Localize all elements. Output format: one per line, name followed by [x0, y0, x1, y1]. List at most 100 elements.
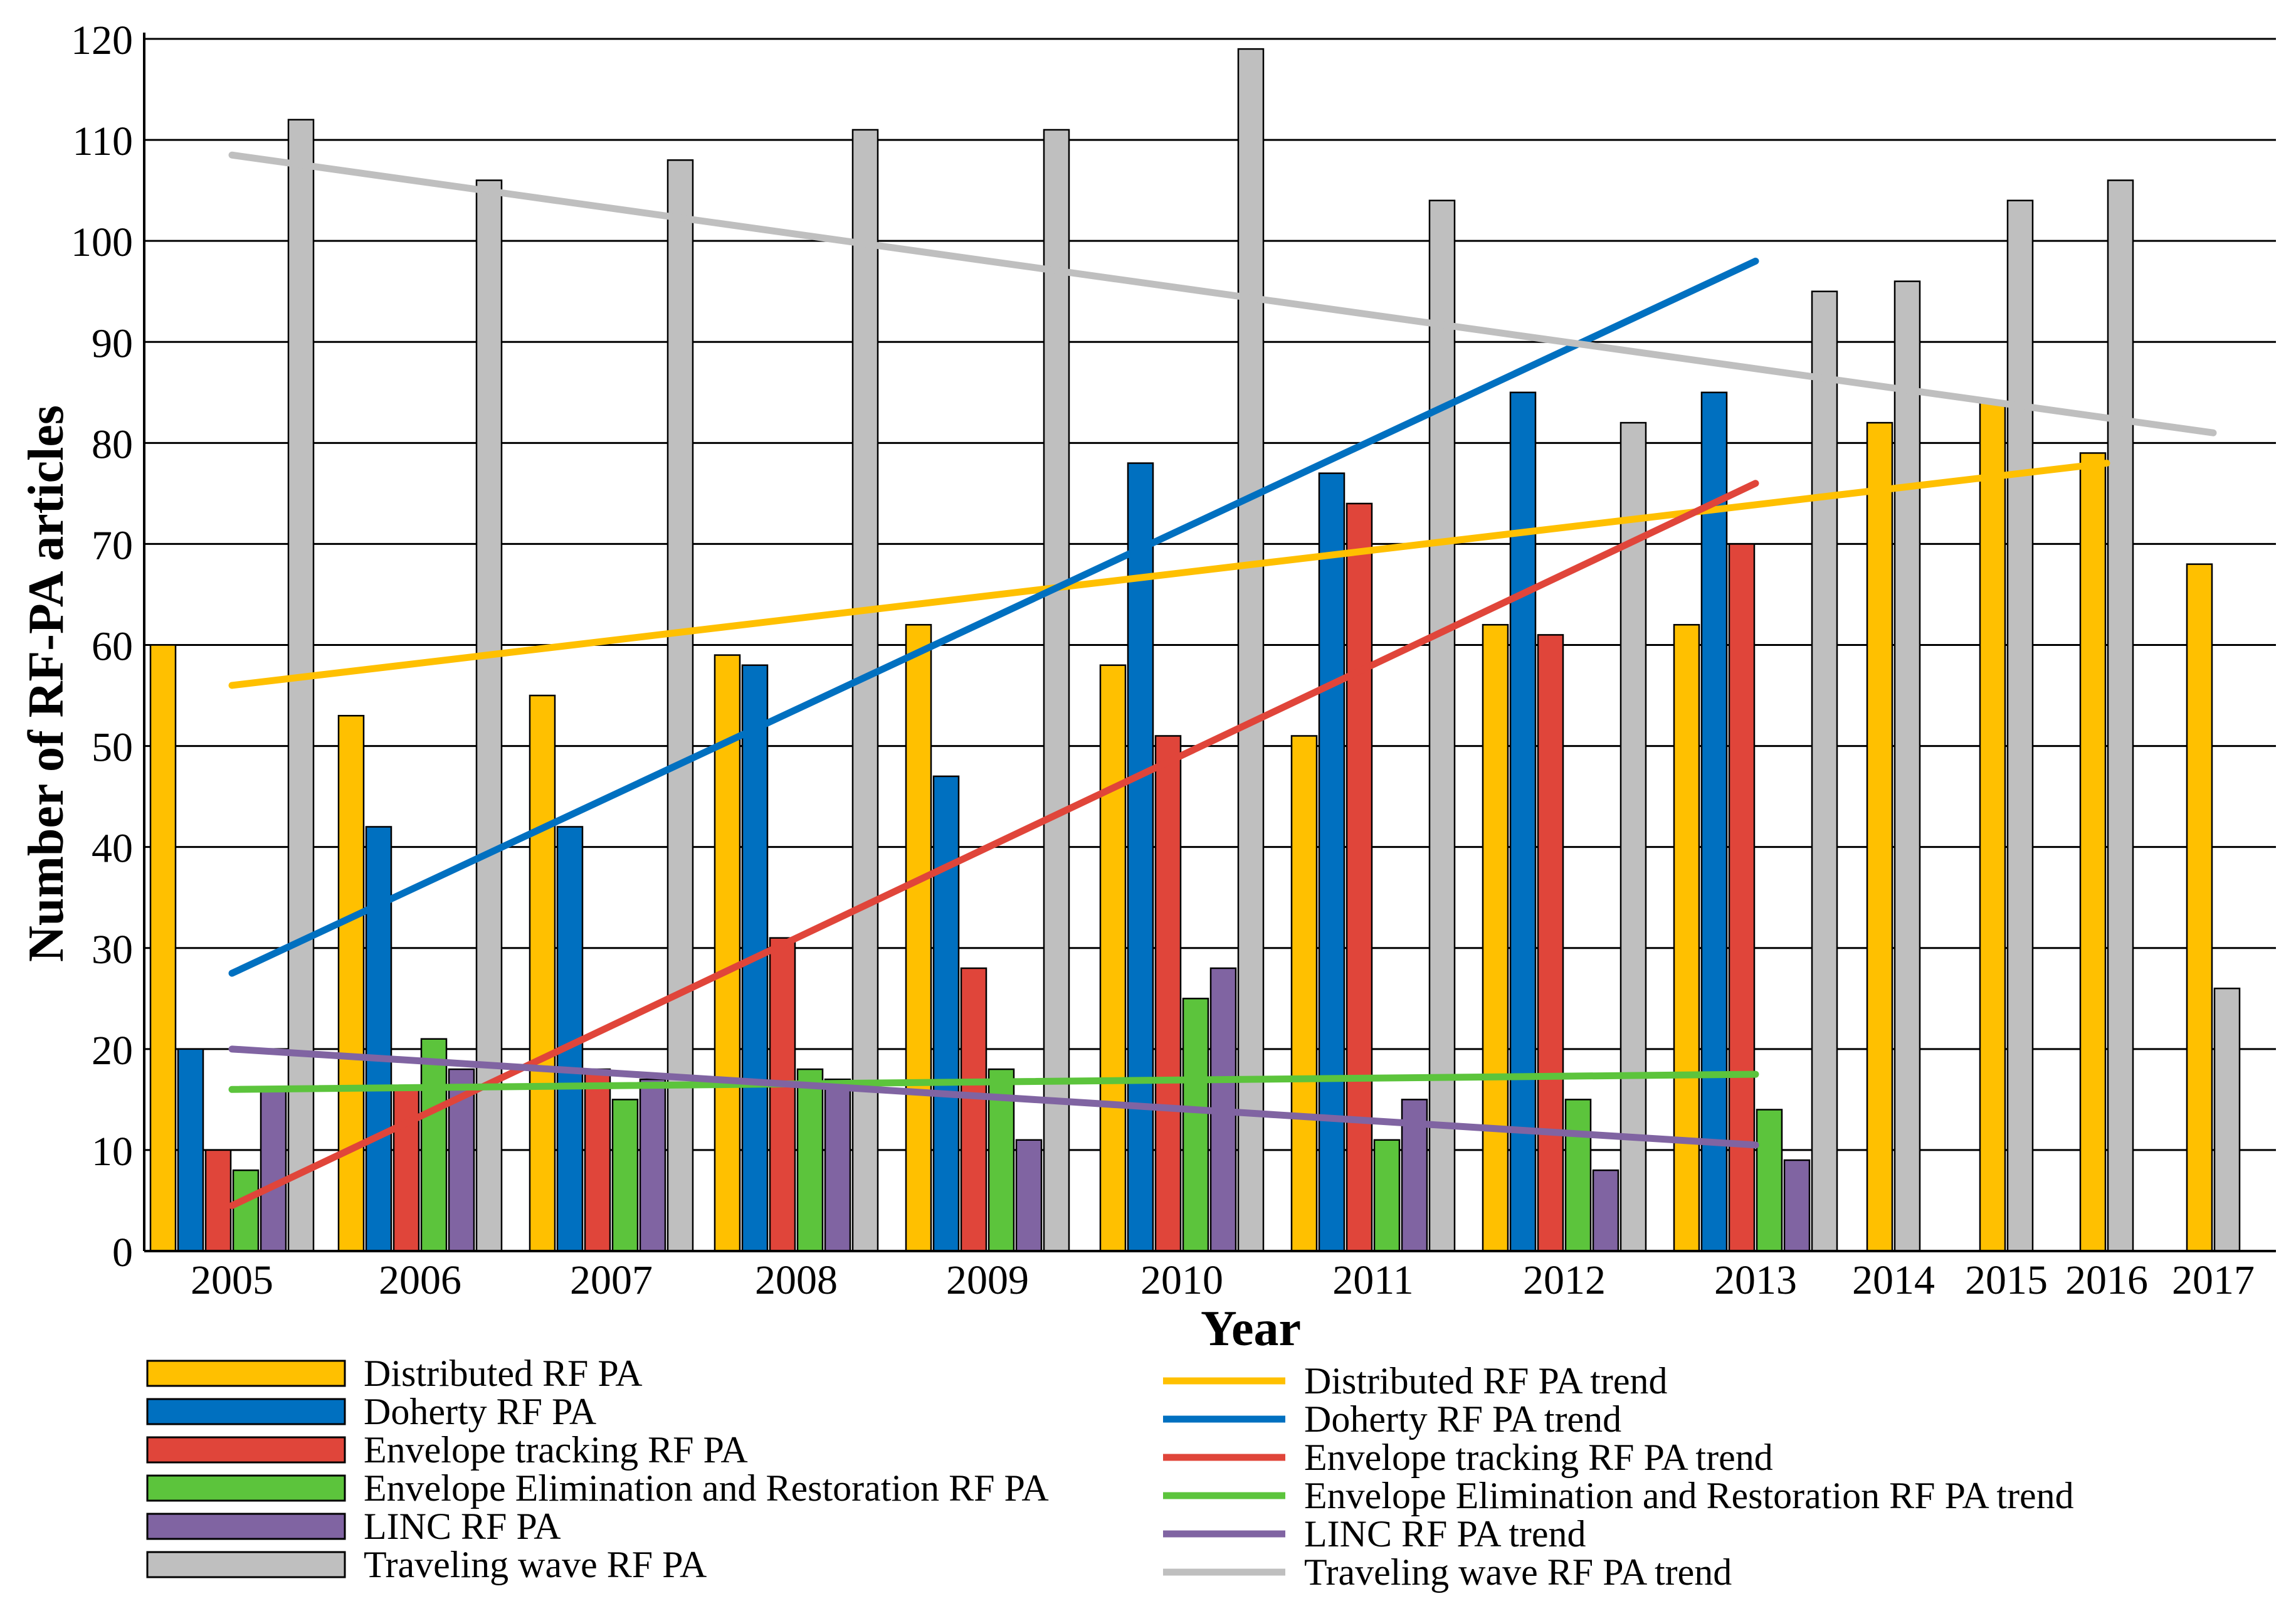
- x-tick-label: 2013: [1714, 1257, 1797, 1303]
- x-tick-label: 2011: [1332, 1257, 1414, 1303]
- bar-traveling-wave-rf-pa-2012: [1619, 421, 1647, 1252]
- bar-doherty-rf-pa-2013: [1700, 391, 1728, 1252]
- x-axis-title: Year: [1201, 1301, 1301, 1356]
- bar-envelope-tracking-rf-pa-2011: [1345, 502, 1373, 1252]
- trend-line-envelope-elimination-and-restoration-rf-pa-trend: [228, 1070, 1759, 1093]
- bar-distributed-rf-pa-2010: [1099, 664, 1127, 1252]
- y-tick-label: 100: [71, 219, 133, 265]
- y-tick-label: 50: [92, 725, 133, 771]
- x-tick-label: 2009: [946, 1257, 1029, 1303]
- bar-linc-rf-pa-2007: [639, 1078, 666, 1252]
- trend-line-distributed-rf-pa-trend: [228, 460, 2110, 689]
- y-tick-label: 30: [92, 927, 133, 973]
- bar-traveling-wave-rf-pa-2016: [2107, 179, 2134, 1252]
- bar-traveling-wave-rf-pa-2010: [1237, 48, 1265, 1252]
- legend-label: LINC RF PA trend: [1304, 1513, 1586, 1555]
- bar-traveling-wave-rf-pa-2014: [1893, 280, 1921, 1252]
- y-tick-label: 120: [71, 18, 133, 63]
- y-tick-label: 80: [92, 421, 133, 467]
- bar-traveling-wave-rf-pa-2008: [851, 129, 879, 1252]
- bar-distributed-rf-pa-2016: [2079, 452, 2107, 1252]
- bar-distributed-rf-pa-2011: [1290, 735, 1318, 1252]
- bar-distributed-rf-pa-2007: [529, 694, 556, 1252]
- legend-swatch-distributed-rf-pa: [146, 1360, 346, 1387]
- bar-traveling-wave-rf-pa-2005: [287, 119, 315, 1252]
- bar-envelope-elimination-and-restoration-rf-pa-2006: [420, 1038, 448, 1252]
- bar-envelope-elimination-and-restoration-rf-pa-2008: [796, 1068, 824, 1252]
- x-tick-label: 2012: [1523, 1257, 1606, 1303]
- y-tick-label: 10: [92, 1129, 133, 1175]
- axes: 0 10 20 30 40 50 60 70 80 90 100 110 120 2005 2006 2007…: [71, 18, 2276, 1303]
- legend-label: Distributed RF PA trend: [1304, 1360, 1668, 1402]
- trend-lines: [228, 151, 2217, 1210]
- legend-label: Envelope tracking RF PA: [364, 1429, 748, 1471]
- bar-distributed-rf-pa-2014: [1866, 421, 1893, 1252]
- legend-label: Envelope tracking RF PA trend: [1304, 1437, 1773, 1478]
- y-tick-label: 0: [112, 1230, 133, 1276]
- bar-envelope-tracking-rf-pa-2006: [392, 1089, 420, 1252]
- legend-label: LINC RF PA: [364, 1506, 561, 1547]
- legend-swatch-traveling-wave-rf-pa: [146, 1551, 346, 1578]
- legend-swatch-envelope-elimination-and-restoration-rf-pa: [146, 1474, 346, 1502]
- y-tick-label: 60: [92, 624, 133, 670]
- bar-traveling-wave-rf-pa-2013: [1811, 290, 1838, 1252]
- x-tick-label: 2016: [2065, 1257, 2148, 1303]
- bar-distributed-rf-pa-2015: [1979, 401, 2006, 1252]
- bar-envelope-tracking-rf-pa-2013: [1728, 543, 1756, 1252]
- bar-linc-rf-pa-2008: [824, 1078, 851, 1252]
- bar-linc-rf-pa-2005: [260, 1089, 287, 1252]
- legend-label: Doherty RF PA trend: [1304, 1398, 1621, 1440]
- bar-envelope-tracking-rf-pa-2008: [769, 937, 796, 1252]
- bar-doherty-rf-pa-2005: [177, 1048, 204, 1252]
- bar-distributed-rf-pa-2012: [1482, 624, 1509, 1252]
- legend-swatch-linc-rf-pa: [146, 1513, 346, 1540]
- y-tick-label: 90: [92, 320, 133, 366]
- y-tick-label: 110: [72, 119, 133, 164]
- trend-line-doherty-rf-pa-trend: [228, 257, 1759, 977]
- bar-envelope-elimination-and-restoration-rf-pa-2013: [1756, 1109, 1783, 1252]
- bar-envelope-elimination-and-restoration-rf-pa-2005: [232, 1169, 260, 1252]
- trend-line-linc-rf-pa-trend: [228, 1045, 1759, 1149]
- bar-traveling-wave-rf-pa-2011: [1428, 199, 1456, 1252]
- legend-swatch-envelope-tracking-rf-pa: [146, 1436, 346, 1464]
- y-tick-label: 20: [92, 1028, 133, 1074]
- x-tick-label: 2005: [191, 1257, 273, 1303]
- x-tick-label: 2017: [2172, 1257, 2255, 1303]
- legend-label: Distributed RF PA: [364, 1353, 643, 1394]
- x-tick-label: 2014: [1852, 1257, 1935, 1303]
- bar-doherty-rf-pa-2011: [1318, 472, 1345, 1252]
- bar-doherty-rf-pa-2006: [365, 826, 392, 1252]
- bar-envelope-tracking-rf-pa-2009: [960, 967, 987, 1252]
- x-tick-label: 2007: [570, 1257, 653, 1303]
- y-axis-title: Number of RF-PA articles: [19, 405, 74, 962]
- bar-distributed-rf-pa-2005: [149, 644, 177, 1252]
- y-tick-label: 70: [92, 522, 133, 568]
- legend-swatch-doherty-rf-pa: [146, 1398, 346, 1425]
- bar-envelope-tracking-rf-pa-2012: [1537, 634, 1564, 1252]
- bar-doherty-rf-pa-2009: [932, 775, 960, 1252]
- y-tick-label: 40: [92, 826, 133, 872]
- bar-traveling-wave-rf-pa-2015: [2006, 199, 2034, 1252]
- bar-traveling-wave-rf-pa-2009: [1043, 129, 1070, 1252]
- x-tick-label: 2008: [755, 1257, 838, 1303]
- bar-distributed-rf-pa-2013: [1673, 624, 1700, 1252]
- bar-envelope-tracking-rf-pa-2010: [1154, 735, 1182, 1252]
- bar-doherty-rf-pa-2012: [1509, 391, 1537, 1252]
- legend-label: Envelope Elimination and Restoration RF …: [364, 1467, 1049, 1509]
- bar-envelope-elimination-and-restoration-rf-pa-2012: [1564, 1099, 1592, 1252]
- legend-label: Envelope Elimination and Restoration RF …: [1304, 1475, 2074, 1516]
- bar-envelope-elimination-and-restoration-rf-pa-2010: [1182, 998, 1209, 1252]
- legend-label: Traveling wave RF PA trend: [1304, 1551, 1732, 1593]
- bar-traveling-wave-rf-pa-2017: [2213, 987, 2241, 1252]
- bar-distributed-rf-pa-2009: [905, 624, 932, 1252]
- legend-label: Doherty RF PA: [364, 1391, 596, 1432]
- x-tick-label: 2015: [1965, 1257, 2048, 1303]
- trend-line-traveling-wave-rf-pa-trend: [228, 151, 2217, 436]
- x-tick-label: 2006: [379, 1257, 461, 1303]
- bar-linc-rf-pa-2013: [1783, 1159, 1811, 1252]
- bar-distributed-rf-pa-2008: [714, 654, 741, 1252]
- bar-envelope-elimination-and-restoration-rf-pa-2007: [611, 1099, 639, 1252]
- legend-label: Traveling wave RF PA: [364, 1544, 707, 1585]
